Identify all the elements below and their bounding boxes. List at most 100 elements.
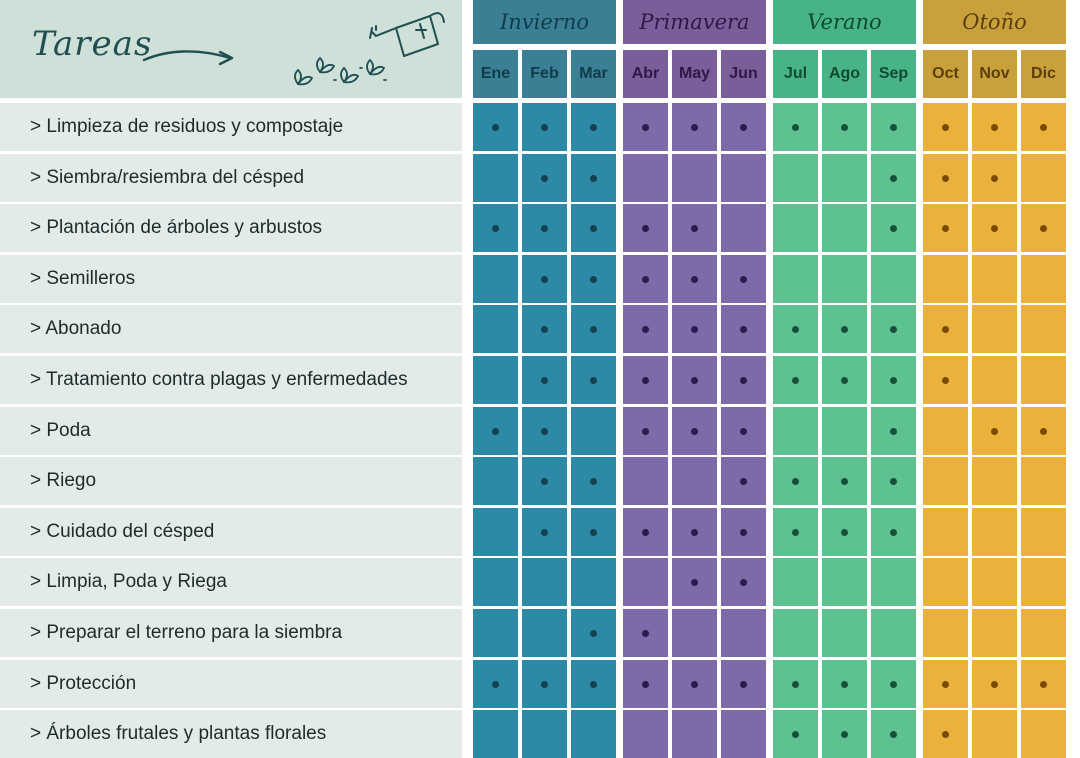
activity-dot <box>492 224 499 232</box>
task-label: > Árboles frutales y plantas florales <box>0 710 462 758</box>
calendar-cell <box>522 609 567 657</box>
calendar-cell <box>571 558 616 606</box>
activity-dot <box>1040 224 1047 232</box>
task-label: > Cuidado del césped <box>0 508 462 556</box>
calendar-cell <box>773 356 818 404</box>
activity-dot <box>642 528 649 536</box>
activity-dot <box>590 123 597 131</box>
calendar-cell <box>923 710 968 758</box>
activity-dot <box>691 578 698 586</box>
calendar-cell <box>822 558 867 606</box>
tasks-header: Tareas <box>0 0 462 98</box>
calendar-cell <box>773 457 818 505</box>
season-header-0: Invierno <box>473 0 616 44</box>
calendar-cell <box>972 710 1017 758</box>
calendar-cell <box>473 103 518 151</box>
calendar-cell <box>672 457 717 505</box>
calendar-cell <box>473 305 518 353</box>
activity-dot <box>841 730 848 738</box>
calendar-cell <box>571 457 616 505</box>
calendar-cell <box>773 255 818 303</box>
calendar-cell <box>522 710 567 758</box>
calendar-cell <box>871 457 916 505</box>
activity-dot <box>541 325 548 333</box>
activity-dot <box>541 528 548 536</box>
calendar-cell <box>571 407 616 455</box>
activity-dot <box>740 528 747 536</box>
activity-dot <box>590 174 597 182</box>
activity-dot <box>590 275 597 283</box>
calendar-cell <box>972 154 1017 202</box>
calendar-cell <box>473 710 518 758</box>
activity-dot <box>691 275 698 283</box>
activity-dot <box>590 376 597 384</box>
month-header: Sep <box>871 50 916 98</box>
calendar-cell <box>672 710 717 758</box>
calendar-cell <box>571 103 616 151</box>
calendar-cell <box>773 609 818 657</box>
activity-dot <box>1040 680 1047 688</box>
season-header-3: Otoño <box>923 0 1066 44</box>
activity-dot <box>942 680 949 688</box>
task-label: > Limpieza de residuos y compostaje <box>0 103 462 151</box>
task-label: > Siembra/resiembra del césped <box>0 154 462 202</box>
calendar-cell <box>1021 609 1066 657</box>
calendar-cell <box>721 255 766 303</box>
activity-dot <box>691 123 698 131</box>
activity-dot <box>642 427 649 435</box>
calendar-cell <box>1021 204 1066 252</box>
calendar-cell <box>522 154 567 202</box>
calendar-cell <box>721 457 766 505</box>
activity-dot <box>590 325 597 333</box>
calendar-cell <box>571 305 616 353</box>
calendar-cell <box>972 508 1017 556</box>
activity-dot <box>642 629 649 637</box>
calendar-cell <box>522 508 567 556</box>
calendar-cell <box>623 558 668 606</box>
calendar-cell <box>571 255 616 303</box>
activity-dot <box>642 376 649 384</box>
calendar-cell <box>923 660 968 708</box>
calendar-cell <box>773 305 818 353</box>
calendar-cell <box>473 558 518 606</box>
calendar-cell <box>473 660 518 708</box>
calendar-cell <box>1021 154 1066 202</box>
activity-dot <box>991 427 998 435</box>
activity-dot <box>792 528 799 536</box>
activity-dot <box>740 325 747 333</box>
activity-dot <box>642 325 649 333</box>
activity-dot <box>691 224 698 232</box>
calendar-cell <box>773 204 818 252</box>
calendar-cell <box>623 508 668 556</box>
activity-dot <box>590 224 597 232</box>
calendar-cell <box>972 558 1017 606</box>
calendar-cell <box>773 660 818 708</box>
activity-dot <box>890 528 897 536</box>
calendar-cell <box>1021 407 1066 455</box>
activity-dot <box>942 730 949 738</box>
calendar-cell <box>773 558 818 606</box>
arrow-right-icon <box>142 50 234 66</box>
tasks-title: Tareas <box>32 24 153 64</box>
activity-dot <box>541 477 548 485</box>
activity-dot <box>991 680 998 688</box>
calendar-cell <box>871 154 916 202</box>
calendar-cell <box>871 558 916 606</box>
calendar-cell <box>923 103 968 151</box>
task-label: > Riego <box>0 457 462 505</box>
calendar-cell <box>773 103 818 151</box>
activity-dot <box>792 123 799 131</box>
sprouts-icon <box>294 56 387 86</box>
month-header: Jun <box>721 50 766 98</box>
activity-dot <box>942 376 949 384</box>
activity-dot <box>541 680 548 688</box>
activity-dot <box>740 376 747 384</box>
activity-dot <box>541 224 548 232</box>
task-label: > Poda <box>0 407 462 455</box>
calendar-cell <box>923 204 968 252</box>
calendar-cell <box>972 356 1017 404</box>
activity-dot <box>691 376 698 384</box>
calendar-cell <box>672 204 717 252</box>
calendar-cell <box>871 204 916 252</box>
calendar-cell <box>721 660 766 708</box>
